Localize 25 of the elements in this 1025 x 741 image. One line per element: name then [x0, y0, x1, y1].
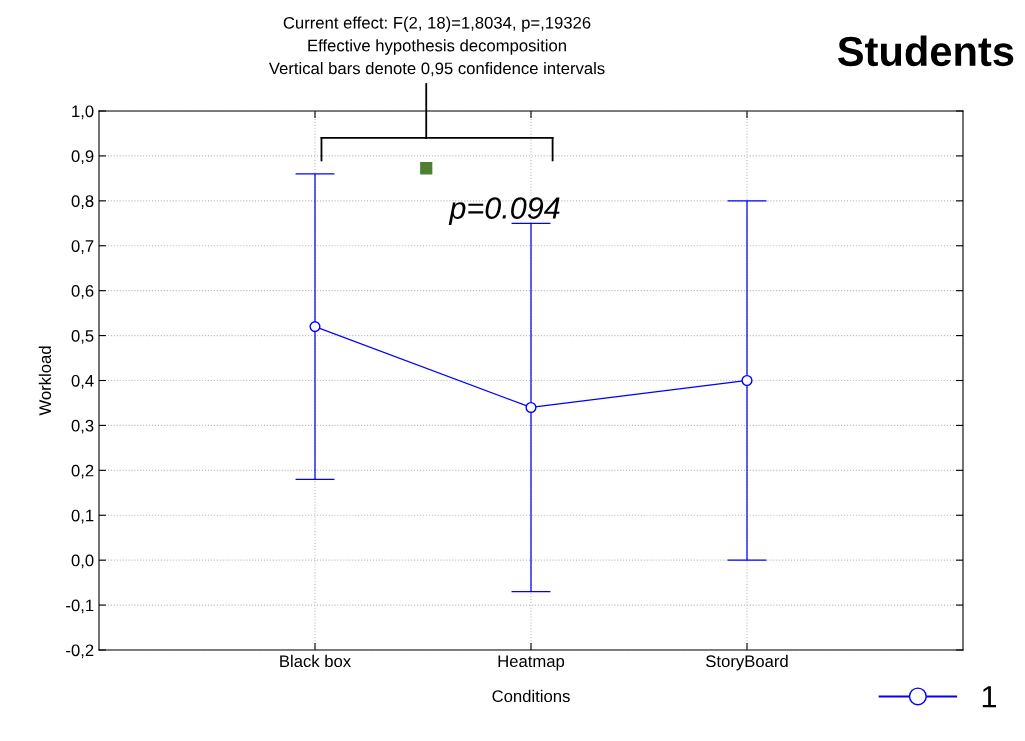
y-tick-label: 0,5: [71, 329, 94, 344]
point: [741, 374, 753, 387]
y-tick-label: 0,7: [71, 240, 94, 254]
y-tick-label: -0,1: [66, 599, 94, 614]
y-axis-title: Workload: [38, 346, 52, 416]
point: [309, 321, 321, 333]
x-axis-title: Conditions: [492, 689, 570, 703]
y-tick-label: 1,0: [72, 105, 94, 120]
y-tick-label: 0,4: [71, 374, 94, 389]
annotation: p=0.094: [448, 197, 560, 225]
y-tick-label: 0,3: [71, 419, 94, 434]
x-tick-label: Heatmap: [498, 655, 565, 671]
chart-title: Students: [837, 35, 1014, 67]
legend-label: 1: [982, 686, 997, 708]
point: [525, 401, 537, 414]
y-tick-label: 0,6: [71, 285, 94, 299]
y-tick-label: 0,9: [71, 150, 94, 165]
y-tick-label: -0,2: [66, 644, 94, 659]
y-tick-label: 0,0: [71, 554, 94, 569]
y-tick-label: 0,2: [71, 464, 94, 479]
y-tick-label: 0,1: [71, 509, 94, 524]
y-tick-label: 0,8: [71, 195, 94, 210]
x-tick-label: Black box: [280, 654, 351, 668]
chart-subtitle: Current effect: F(2, 18)=1,8034, p=,19326 Effective hypothesis decomposition Vertical bars denote 0,95 confidence intervals: [268, 16, 605, 77]
x-tick-label: StoryBoard: [706, 654, 788, 671]
